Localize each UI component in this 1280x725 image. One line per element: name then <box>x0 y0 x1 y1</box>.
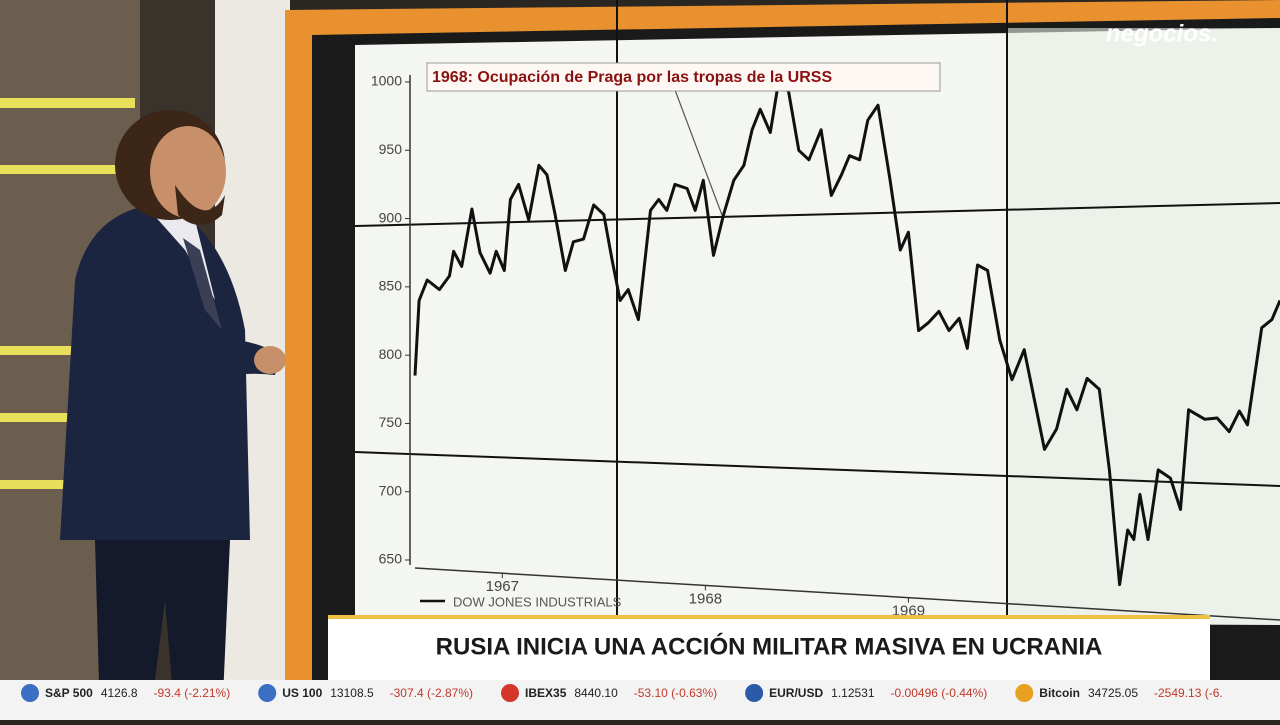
y-tick-label: 650 <box>379 551 403 567</box>
banner-accent <box>328 615 1210 619</box>
ticker-change: -0.00496 (-0.44%) <box>891 686 988 700</box>
y-tick-label: 750 <box>379 414 403 430</box>
ticker-icon <box>1015 684 1034 702</box>
light-strip <box>0 346 80 355</box>
light-strip <box>0 165 135 174</box>
ticker-name: EUR/USD <box>769 686 823 700</box>
x-axis <box>414 567 1280 621</box>
legend-label: DOW JONES INDUSTRIALS <box>453 594 622 609</box>
y-tick-label: 900 <box>379 209 403 225</box>
ticker-price: 4126.8 <box>101 686 138 700</box>
ticker-price: 13108.5 <box>330 686 374 700</box>
y-tick-label: 800 <box>379 346 403 362</box>
series-line <box>413 80 1280 587</box>
y-tick-label: 950 <box>379 141 403 157</box>
annotation-box <box>426 62 941 92</box>
annotation-leader <box>671 81 723 216</box>
ticker-change: -93.4 (-2.21%) <box>154 686 231 700</box>
annotation: 1968: Ocupación de Praga por las tropas … <box>432 69 832 86</box>
y-tick-label: 1000 <box>371 73 402 89</box>
ticker-name: IBEX35 <box>525 686 567 700</box>
light-strip <box>0 98 135 108</box>
hands <box>254 346 286 374</box>
ticker-icon <box>501 684 520 702</box>
beard <box>175 185 225 225</box>
logo: negocios. <box>1106 20 1218 47</box>
ticker-bar <box>0 680 1280 720</box>
presenter <box>60 110 286 720</box>
chart: 6507007508008509009501000196719681969DOW… <box>371 73 1280 620</box>
ticker-name: US 100 <box>282 686 322 700</box>
ticker-change: -53.10 (-0.63%) <box>634 686 717 700</box>
ticker-icon <box>258 684 277 702</box>
x-tick-label: 1968 <box>689 590 722 607</box>
ticker-price: 1.12531 <box>831 686 875 700</box>
trousers <box>95 540 230 720</box>
headline: RUSIA INICIA UNA ACCIÓN MILITAR MASIVA E… <box>436 632 1103 660</box>
tie <box>183 238 222 330</box>
headline-banner <box>328 615 1210 680</box>
ticker: S&P 500 4126.8 -93.4 (-2.21%) US 100 13108.5… <box>21 684 1223 702</box>
ticker-name: S&P 500 <box>45 686 93 700</box>
light-strip <box>0 480 80 489</box>
face <box>150 126 226 218</box>
light-strip <box>0 413 80 422</box>
ticker-change: -307.4 (-2.87%) <box>390 686 473 700</box>
ticker-price: 8440.10 <box>574 686 618 700</box>
screen-tint <box>1007 28 1280 625</box>
screen-divider <box>354 451 1280 487</box>
ticker-icon <box>21 684 39 702</box>
x-tick-label: 1967 <box>486 578 519 595</box>
y-tick-label: 850 <box>379 278 403 294</box>
ticker-change: -2549.13 (-6. <box>1154 686 1223 700</box>
ticker-icon <box>745 684 764 702</box>
shirt <box>145 205 215 300</box>
ticker-price: 34725.05 <box>1088 686 1138 700</box>
arm <box>180 339 280 385</box>
y-tick-label: 700 <box>379 482 403 498</box>
ticker-name: Bitcoin <box>1039 686 1080 700</box>
